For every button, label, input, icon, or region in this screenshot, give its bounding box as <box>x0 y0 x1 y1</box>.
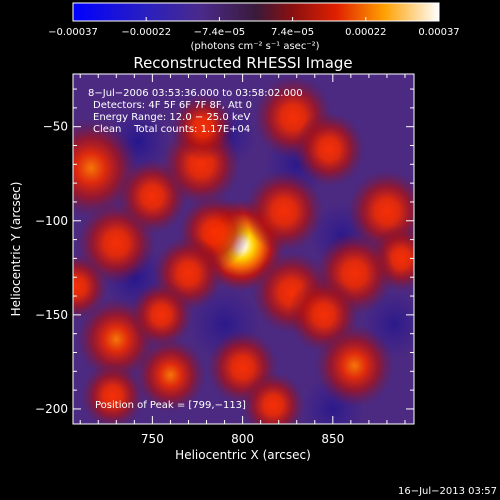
colorbar-tick-label: −7.4e−05 <box>194 27 246 38</box>
annotation-clean-counts: Clean Total counts: 1.17E+04 <box>93 124 250 135</box>
footer-timestamp: 16−Jul−2013 03:57 <box>398 486 497 497</box>
colorbar <box>72 2 440 22</box>
emission-blob <box>293 111 365 187</box>
y-tick-label: −150 <box>35 308 68 322</box>
colorbar-tick-label: 7.4e−05 <box>271 27 314 38</box>
colorbar-tick-label: 0.00037 <box>418 27 459 38</box>
colorbar-tick-labels: −0.00037 −0.00022 −7.4e−05 7.4e−05 0.00022 0.… <box>48 27 460 38</box>
x-tick-label: 850 <box>321 432 344 446</box>
colorbar-unit-label: (photons cm⁻² s⁻¹ asec⁻²) <box>190 41 319 52</box>
colorbar-tick-label: −0.00022 <box>121 27 171 38</box>
annotation-block: 8−Jul−2006 03:53:36.000 to 03:58:02.000 … <box>88 88 303 411</box>
colorbar-tick-label: −0.00037 <box>48 27 98 38</box>
annotation-energy-range: Energy Range: 12.0 − 25.0 keV <box>93 112 250 123</box>
y-tick-label: −100 <box>35 214 68 228</box>
emission-blob <box>241 371 306 424</box>
x-axis: 750 800 850 <box>79 74 406 446</box>
emission-blob <box>134 337 207 413</box>
emission-blob <box>314 323 395 408</box>
emission-blob <box>73 253 109 320</box>
y-axis: −50 −100 −150 −200 <box>35 88 414 416</box>
y-axis-label: Heliocentric Y (arcsec) <box>9 182 23 317</box>
emission-blob <box>80 362 145 424</box>
emission-blob <box>244 169 324 254</box>
heatmap <box>73 75 414 424</box>
annotation-time-range: 8−Jul−2006 03:53:36.000 to 03:58:02.000 <box>88 88 303 99</box>
emission-blob <box>171 93 235 161</box>
y-tick-label: −50 <box>43 120 68 134</box>
colorbar-tick-label: 0.00022 <box>345 27 386 38</box>
colorbar-ticks <box>72 17 440 21</box>
chart-title: Reconstructed RHESSI Image <box>133 54 352 72</box>
annotation-detectors: Detectors: 4F 5F 6F 7F 8F, Att 0 <box>93 100 252 111</box>
x-tick-label: 750 <box>141 432 164 446</box>
emission-blob <box>129 281 194 349</box>
plot-frame <box>72 73 415 425</box>
x-tick-label: 800 <box>231 432 254 446</box>
y-tick-label: −200 <box>35 402 68 416</box>
x-axis-label: Heliocentric X (arcsec) <box>175 448 311 462</box>
annotation-peak-position: Position of Peak = [799,−113] <box>95 400 246 411</box>
